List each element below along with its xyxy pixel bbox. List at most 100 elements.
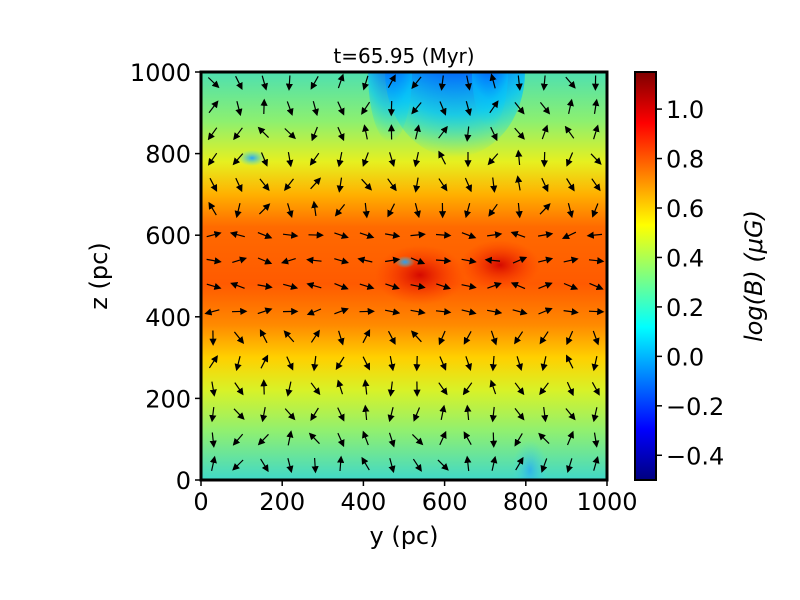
- field-vector-arrow: [362, 430, 369, 446]
- field-vector-arrow: [337, 101, 345, 116]
- field-vector-arrow: [337, 455, 345, 472]
- field-vector-arrow: [438, 150, 447, 165]
- field-vector-arrow: [410, 231, 426, 239]
- field-vector-arrow: [286, 101, 294, 116]
- field-vector-arrow: [233, 127, 243, 141]
- field-vector-arrow: [489, 406, 497, 423]
- field-vector-arrow: [284, 408, 296, 421]
- field-vector-arrow: [540, 75, 548, 91]
- field-vector-arrow: [257, 433, 269, 446]
- field-vector-arrow: [235, 101, 243, 117]
- field-vector-arrow: [539, 203, 551, 215]
- field-vector-arrow: [516, 356, 523, 371]
- top-low-field-plume-3: [472, 72, 508, 127]
- field-vector-arrow: [510, 282, 526, 290]
- y-tick-label: 600: [145, 222, 191, 250]
- field-vector-arrow: [208, 201, 217, 216]
- field-vector-arrow: [538, 256, 554, 264]
- field-vector-arrow: [311, 457, 319, 474]
- field-vector-arrow: [463, 331, 472, 345]
- field-vector-arrow: [387, 407, 395, 423]
- field-vector-arrow: [206, 231, 222, 239]
- field-vector-arrow: [388, 152, 396, 167]
- field-vector-arrow: [490, 455, 498, 471]
- field-vector-arrow: [464, 455, 472, 472]
- field-vector-arrow: [563, 282, 579, 290]
- field-vector-arrow: [281, 257, 296, 265]
- plot-title: t=65.95 (Myr): [333, 44, 474, 68]
- field-vector-arrow: [566, 430, 574, 446]
- field-vector-arrow: [439, 404, 447, 421]
- field-vector-arrow: [286, 458, 294, 474]
- field-vector-arrow: [337, 432, 345, 448]
- field-vector-arrow: [308, 432, 320, 445]
- field-vector-arrow: [387, 330, 396, 345]
- field-vector-arrow: [486, 308, 503, 316]
- colorbar-ticks: −0.4 −0.2 0.0 0.2 0.4 0.6 0.8 1.0: [656, 96, 724, 470]
- field-vector-arrow: [591, 382, 600, 396]
- colorbar-tick-label: −0.4: [666, 442, 724, 470]
- field-vector-arrow: [438, 75, 446, 91]
- center-hot-spot-1: [375, 245, 465, 305]
- x-tick-label: 600: [422, 488, 468, 516]
- field-vector-arrow: [306, 256, 322, 264]
- field-vector-arrow: [410, 308, 426, 316]
- plot-frame: [199, 70, 609, 482]
- field-vector-arrow: [490, 177, 498, 193]
- field-vector-arrow: [260, 354, 269, 369]
- field-vector-arrow: [232, 153, 244, 166]
- field-vector-arrow: [260, 152, 268, 167]
- field-vector-arrow: [512, 308, 528, 316]
- field-vector-arrow: [514, 433, 523, 447]
- field-vector-arrow: [285, 75, 293, 91]
- field-vector-arrow: [539, 331, 549, 345]
- field-vector-arrow: [282, 231, 299, 239]
- field-vector-arrow: [207, 152, 218, 166]
- field-vector-arrow: [489, 73, 497, 89]
- colorbar: −0.4 −0.2 0.0 0.2 0.4 0.6 0.8 1.0 log(B) (μG): [634, 71, 768, 481]
- field-vector-arrow: [410, 330, 422, 343]
- field-vector-arrow: [438, 330, 446, 346]
- field-vector-arrow: [563, 256, 579, 264]
- field-vector-arrow: [311, 101, 319, 117]
- field-vector-arrow: [334, 232, 349, 239]
- x-tick-label: 800: [503, 488, 549, 516]
- field-vector-arrow: [257, 307, 273, 315]
- field-vector-arrow: [592, 455, 600, 471]
- field-vector-arrow: [388, 458, 396, 474]
- field-vector-arrow: [591, 407, 599, 423]
- field-vector-arrow: [361, 456, 370, 471]
- colorbar-tick-label: 0.6: [666, 195, 704, 223]
- field-vector-arrow: [384, 308, 401, 316]
- field-vector-arrow: [515, 456, 524, 471]
- field-vector-arrow: [334, 307, 349, 315]
- field-vector-arrow: [362, 379, 370, 395]
- magnetic-field-vectors: [204, 73, 605, 474]
- field-vector-arrow: [235, 75, 243, 90]
- field-vector-arrow: [565, 76, 576, 89]
- field-vector-arrow: [463, 431, 472, 445]
- field-vector-arrow: [337, 330, 345, 346]
- field-vector-arrow: [461, 308, 477, 316]
- field-vector-arrow: [541, 407, 549, 423]
- field-vector-arrow: [206, 257, 222, 265]
- field-vector-arrow: [435, 257, 452, 265]
- field-vector-arrow: [286, 356, 294, 371]
- field-vector-arrow: [461, 282, 477, 290]
- field-vector-arrow: [309, 152, 320, 166]
- x-tick-label: 200: [259, 488, 305, 516]
- field-vector-arrow: [439, 430, 447, 446]
- field-vector-arrow: [464, 101, 472, 117]
- field-vector-arrow: [361, 178, 373, 191]
- colorbar-gradient: [634, 71, 657, 481]
- field-vector-arrow: [515, 149, 523, 166]
- field-vector-arrow: [310, 407, 319, 422]
- field-vector-arrow: [515, 75, 523, 91]
- field-vector-arrow: [357, 256, 373, 264]
- field-vector-arrow: [438, 125, 448, 139]
- field-vector-arrow: [589, 282, 604, 290]
- field-vector-arrow: [436, 283, 451, 290]
- field-vector-arrow: [515, 175, 523, 191]
- field-vector-arrow: [490, 126, 498, 142]
- top-low-field-plume-2: [368, 72, 412, 142]
